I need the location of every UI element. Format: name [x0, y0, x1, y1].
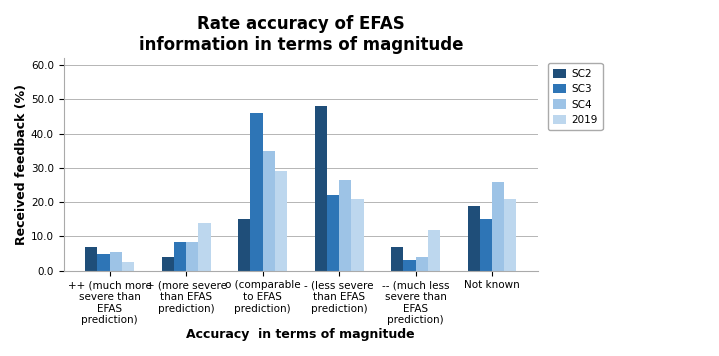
Bar	[198, 223, 211, 271]
Bar	[314, 106, 327, 271]
Bar	[391, 247, 403, 271]
Bar	[480, 219, 492, 271]
Bar	[492, 182, 504, 271]
Bar	[416, 257, 428, 271]
Bar	[250, 113, 262, 271]
Bar	[352, 199, 364, 271]
Bar	[97, 253, 109, 271]
Bar	[109, 252, 122, 271]
Bar	[238, 219, 250, 271]
Bar	[467, 205, 480, 271]
Bar	[174, 242, 186, 271]
Legend: SC2, SC3, SC4, 2019: SC2, SC3, SC4, 2019	[548, 63, 603, 130]
Bar	[403, 261, 416, 271]
Bar	[85, 247, 97, 271]
X-axis label: Accuracy  in terms of magnitude: Accuracy in terms of magnitude	[186, 328, 415, 341]
Bar	[504, 199, 516, 271]
Bar	[275, 171, 287, 271]
Bar	[327, 195, 339, 271]
Y-axis label: Received feedback (%): Received feedback (%)	[15, 84, 28, 245]
Title: Rate accuracy of EFAS
information in terms of magnitude: Rate accuracy of EFAS information in ter…	[139, 15, 463, 54]
Bar	[162, 257, 174, 271]
Bar	[428, 230, 440, 271]
Bar	[262, 151, 275, 271]
Bar	[186, 242, 198, 271]
Bar	[122, 262, 134, 271]
Bar	[339, 180, 352, 271]
